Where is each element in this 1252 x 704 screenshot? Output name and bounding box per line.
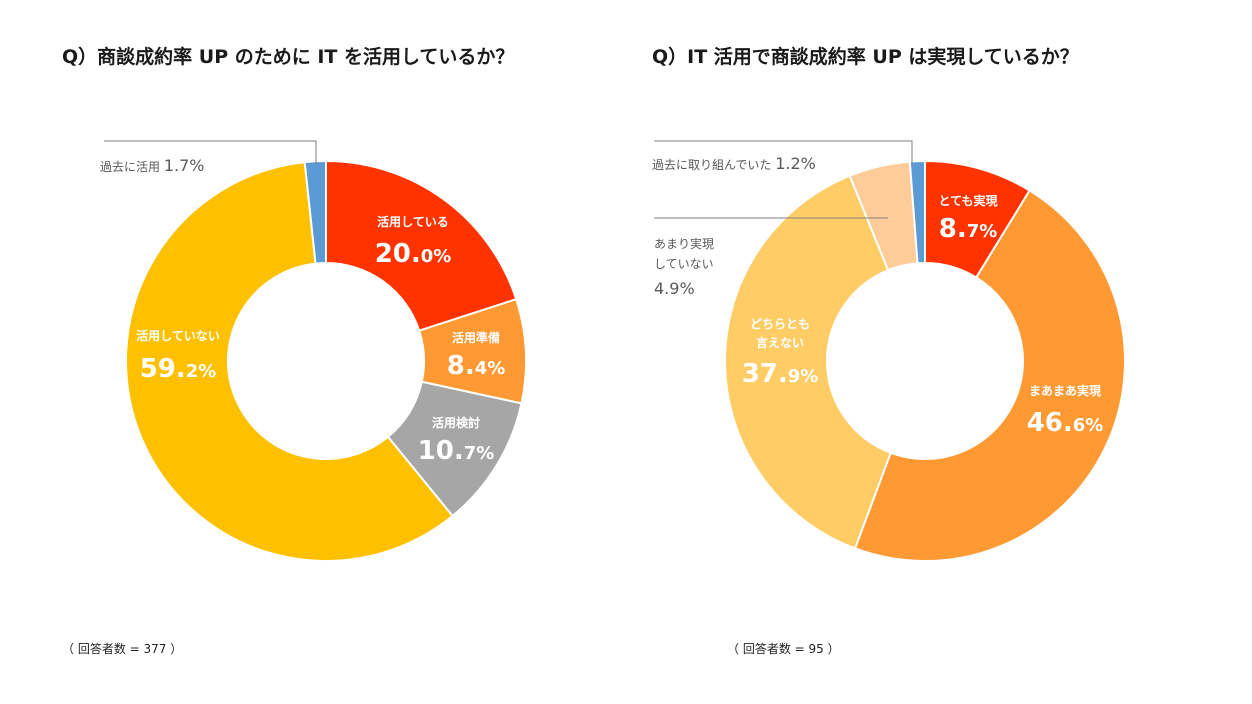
slice-label: どちらとも xyxy=(750,317,810,331)
slice-value: 4.9% xyxy=(654,279,695,298)
slice-label: とても実現 xyxy=(938,193,997,208)
slice-value: 37.9% xyxy=(742,359,819,389)
slice-label: 過去に取り組んでいた 1.2% xyxy=(652,154,816,173)
slice-value: 8.7% xyxy=(939,214,998,244)
slice-label: 過去に活用 1.7% xyxy=(100,156,204,175)
slice-label: あまり実現 xyxy=(654,236,714,251)
donut-slice xyxy=(303,159,327,265)
slice-label: 活用している xyxy=(377,214,449,229)
slice-value: 8.4% xyxy=(447,351,506,381)
chart-title-right: Q）IT 活用で商談成約率 UP は実現しているか？ xyxy=(652,46,1079,68)
slice-value: 59.2% xyxy=(140,354,217,384)
slice-value: 20.0% xyxy=(375,239,452,269)
donut-slice xyxy=(724,174,892,550)
respondent-count-right: （ 回答者数 = 95 ） xyxy=(727,642,840,656)
donut-slice xyxy=(853,189,1126,562)
slice-label: まあまあ実現 xyxy=(1029,383,1101,398)
slice-label: 活用検討 xyxy=(432,415,480,430)
slice-value: 10.7% xyxy=(418,436,495,466)
slice-label: 活用していない xyxy=(136,328,220,343)
slice-value: 46.6% xyxy=(1027,408,1104,438)
donut-slice xyxy=(908,159,926,265)
leader-line xyxy=(654,140,913,163)
slice-label: 活用準備 xyxy=(452,330,500,345)
slice-label: 言えない xyxy=(756,335,804,350)
leader-line xyxy=(104,140,317,165)
respondent-count-left: （ 回答者数 = 377 ） xyxy=(62,642,183,656)
chart-title-left: Q）商談成約率 UP のために IT を活用しているか？ xyxy=(62,46,515,68)
slice-label: していない xyxy=(654,257,714,271)
donut-slice xyxy=(125,161,454,562)
donut-slice xyxy=(325,159,518,332)
